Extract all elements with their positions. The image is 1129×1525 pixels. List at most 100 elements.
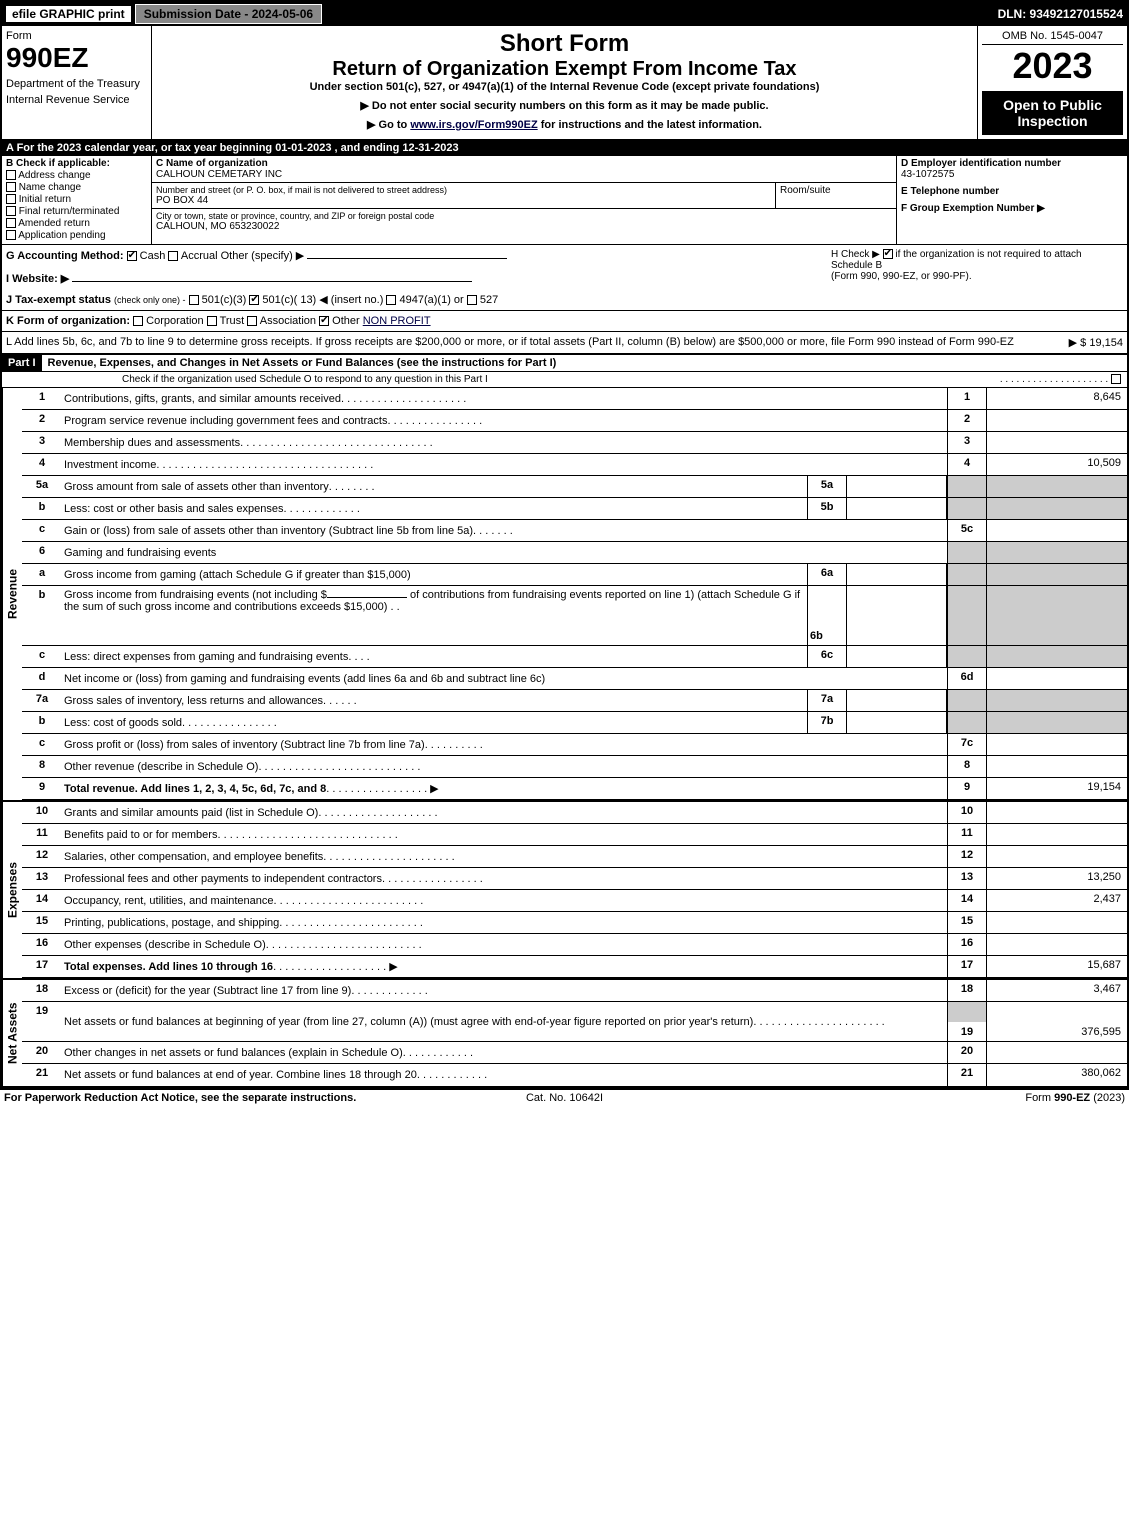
chk-other-org[interactable] — [319, 316, 329, 326]
part-1-header: Part I Revenue, Expenses, and Changes in… — [2, 354, 1127, 372]
other-method-input[interactable] — [307, 258, 507, 259]
row-6b: bGross income from fundraising events (n… — [22, 586, 1127, 646]
omb-number: OMB No. 1545-0047 — [982, 30, 1123, 45]
ssn-note: ▶ Do not enter social security numbers o… — [156, 99, 973, 112]
chk-501c3[interactable] — [189, 295, 199, 305]
chk-initial-return[interactable]: Initial return — [6, 194, 147, 205]
street-value: PO BOX 44 — [156, 195, 771, 206]
line-j: J Tax-exempt status (check only one) - 5… — [2, 289, 1127, 311]
dept-irs: Internal Revenue Service — [6, 94, 147, 106]
form-header: Form 990EZ Department of the Treasury In… — [2, 26, 1127, 140]
room-label: Room/suite — [776, 183, 896, 208]
row-5a: 5aGross amount from sale of assets other… — [22, 476, 1127, 498]
netassets-section: Net Assets 18Excess or (deficit) for the… — [2, 978, 1127, 1086]
chk-4947[interactable] — [386, 295, 396, 305]
row-6a: aGross income from gaming (attach Schedu… — [22, 564, 1127, 586]
row-16: 16Other expenses (describe in Schedule O… — [22, 934, 1127, 956]
chk-527[interactable] — [467, 295, 477, 305]
ein-block: D Employer identification number 43-1072… — [901, 158, 1123, 180]
line-g: G Accounting Method: Cash Accrual Other … — [2, 245, 827, 289]
section-bcd-row: B Check if applicable: Address change Na… — [2, 156, 1127, 245]
city-label: City or town, state or province, country… — [156, 211, 892, 221]
chk-cash[interactable] — [127, 251, 137, 261]
dept-treasury: Department of the Treasury — [6, 78, 147, 90]
dln-number: DLN: 93492127015524 — [998, 7, 1123, 21]
line-l: L Add lines 5b, 6c, and 7b to line 9 to … — [2, 332, 1127, 354]
org-form-label: K Form of organization: — [6, 315, 130, 327]
chk-trust[interactable] — [207, 316, 217, 326]
part-1-badge: Part I — [2, 355, 42, 371]
street-label: Number and street (or P. O. box, if mail… — [156, 185, 771, 195]
ein-value: 43-1072575 — [901, 169, 1123, 180]
row-2: 2Program service revenue including gover… — [22, 410, 1127, 432]
line-l-value: ▶ $ 19,154 — [1069, 336, 1123, 349]
row-21: 21Net assets or fund balances at end of … — [22, 1064, 1127, 1086]
chk-501c[interactable] — [249, 295, 259, 305]
header-right: OMB No. 1545-0047 2023 Open to Public In… — [977, 26, 1127, 139]
section-b: B Check if applicable: Address change Na… — [2, 156, 152, 244]
expenses-side-label: Expenses — [2, 802, 22, 978]
netassets-side-label: Net Assets — [2, 980, 22, 1086]
chk-address-change[interactable]: Address change — [6, 170, 147, 181]
row-5b: bLess: cost or other basis and sales exp… — [22, 498, 1127, 520]
header-left: Form 990EZ Department of the Treasury In… — [2, 26, 152, 139]
row-3: 3Membership dues and assessments . . . .… — [22, 432, 1127, 454]
street-row: Number and street (or P. O. box, if mail… — [152, 183, 896, 209]
goto-post: for instructions and the latest informat… — [538, 119, 762, 131]
row-15: 15Printing, publications, postage, and s… — [22, 912, 1127, 934]
row-6d: dNet income or (loss) from gaming and fu… — [22, 668, 1127, 690]
row-7c: cGross profit or (loss) from sales of in… — [22, 734, 1127, 756]
goto-note: ▶ Go to www.irs.gov/Form990EZ for instru… — [156, 118, 973, 131]
section-b-label: B Check if applicable: — [6, 158, 147, 169]
org-name-block: C Name of organization CALHOUN CEMETARY … — [152, 156, 896, 183]
revenue-side-label: Revenue — [2, 388, 22, 800]
website-input[interactable] — [72, 281, 472, 282]
row-13: 13Professional fees and other payments t… — [22, 868, 1127, 890]
efile-label: efile GRAPHIC print — [6, 6, 131, 22]
line-k: K Form of organization: Corporation Trus… — [2, 311, 1127, 332]
street-block: Number and street (or P. O. box, if mail… — [152, 183, 776, 208]
header-center: Short Form Return of Organization Exempt… — [152, 26, 977, 139]
row-18: 18Excess or (deficit) for the year (Subt… — [22, 980, 1127, 1002]
row-6c: cLess: direct expenses from gaming and f… — [22, 646, 1127, 668]
part-1-check-row: Check if the organization used Schedule … — [2, 372, 1127, 388]
chk-final-return[interactable]: Final return/terminated — [6, 206, 147, 217]
row-17: 17Total expenses. Add lines 10 through 1… — [22, 956, 1127, 978]
website-label: I Website: ▶ — [6, 273, 69, 285]
chk-application-pending[interactable]: Application pending — [6, 230, 147, 241]
part-1-title: Revenue, Expenses, and Changes in Net As… — [42, 355, 563, 371]
main-title: Return of Organization Exempt From Incom… — [156, 58, 973, 81]
form-container: efile GRAPHIC print Submission Date - 20… — [0, 0, 1129, 1088]
top-bar: efile GRAPHIC print Submission Date - 20… — [2, 2, 1127, 26]
section-a: A For the 2023 calendar year, or tax yea… — [2, 140, 1127, 156]
open-inspection: Open to Public Inspection — [982, 91, 1123, 135]
other-org-value[interactable]: NON PROFIT — [363, 315, 431, 327]
chk-accrual[interactable] — [168, 251, 178, 261]
org-name: CALHOUN CEMETARY INC — [156, 169, 892, 180]
city-block: City or town, state or province, country… — [152, 209, 896, 234]
chk-corporation[interactable] — [133, 316, 143, 326]
row-5c: cGain or (loss) from sale of assets othe… — [22, 520, 1127, 542]
group-label: F Group Exemption Number ▶ — [901, 203, 1123, 214]
line-g-h-row: G Accounting Method: Cash Accrual Other … — [2, 245, 1127, 289]
tax-year: 2023 — [982, 45, 1123, 87]
chk-schedule-o[interactable] — [1111, 374, 1121, 384]
section-c: C Name of organization CALHOUN CEMETARY … — [152, 156, 897, 244]
row-1: 1Contributions, gifts, grants, and simil… — [22, 388, 1127, 410]
accounting-label: G Accounting Method: — [6, 250, 124, 262]
row-9: 9Total revenue. Add lines 1, 2, 3, 4, 5c… — [22, 778, 1127, 800]
revenue-section: Revenue 1Contributions, gifts, grants, a… — [2, 388, 1127, 800]
short-form-title: Short Form — [156, 30, 973, 58]
submission-date: Submission Date - 2024-05-06 — [135, 4, 322, 24]
irs-link[interactable]: www.irs.gov/Form990EZ — [410, 119, 537, 131]
phone-label: E Telephone number — [901, 186, 1123, 197]
chk-amended-return[interactable]: Amended return — [6, 218, 147, 229]
tax-exempt-label: J Tax-exempt status — [6, 294, 111, 306]
chk-name-change[interactable]: Name change — [6, 182, 147, 193]
chk-association[interactable] — [247, 316, 257, 326]
footer-left: For Paperwork Reduction Act Notice, see … — [4, 1092, 378, 1104]
row-8: 8Other revenue (describe in Schedule O) … — [22, 756, 1127, 778]
chk-schedule-b[interactable] — [883, 249, 893, 259]
row-19: 19Net assets or fund balances at beginni… — [22, 1002, 1127, 1042]
subtitle: Under section 501(c), 527, or 4947(a)(1)… — [156, 81, 973, 93]
